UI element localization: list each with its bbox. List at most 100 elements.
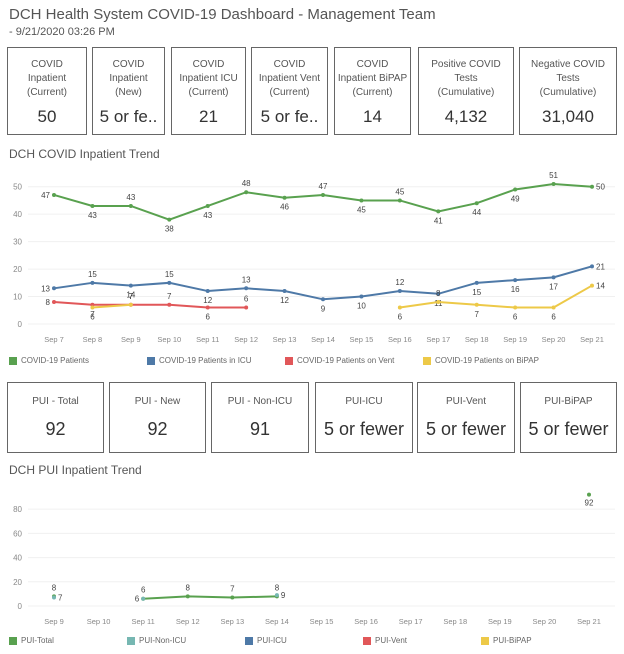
pui-kpi-card: PUI - Non-ICU 91 bbox=[211, 382, 309, 453]
legend-item[interactable]: COVID-19 Patients on Vent bbox=[285, 356, 423, 365]
data-label: 45 bbox=[395, 187, 404, 196]
data-point bbox=[436, 300, 441, 305]
kpi-card: Positive COVID Tests (Cumulative) 4,132 bbox=[418, 47, 514, 135]
covid-trend-title: DCH COVID Inpatient Trend bbox=[9, 147, 160, 161]
data-label: 14 bbox=[126, 291, 135, 300]
x-tick-label: Sep 11 bbox=[196, 335, 219, 344]
data-label: 8 bbox=[436, 289, 441, 298]
data-label: 47 bbox=[41, 191, 50, 200]
kpi-value: 21 bbox=[199, 107, 218, 126]
data-label: 12 bbox=[280, 296, 289, 305]
legend-label: PUI-Non-ICU bbox=[139, 636, 187, 645]
data-label: 15 bbox=[165, 270, 174, 279]
pui-kpi-card: PUI-Vent 5 or fewer bbox=[417, 382, 515, 453]
pui-kpi-value: 92 bbox=[147, 419, 168, 439]
kpi-label: Positive COVID Tests (Cumulative) bbox=[431, 59, 501, 98]
legend-label: COVID-19 Patients on BiPAP bbox=[435, 356, 539, 365]
data-point bbox=[551, 305, 556, 310]
data-point bbox=[52, 595, 56, 600]
pui-kpi-label: PUI-Vent bbox=[445, 396, 487, 407]
data-point bbox=[90, 280, 95, 285]
pui-kpi-value: 91 bbox=[249, 419, 271, 439]
y-tick-label: 20 bbox=[13, 578, 22, 587]
series-line bbox=[143, 595, 277, 600]
data-label: 9 bbox=[321, 304, 326, 313]
pui-kpi-value: 5 or fewer bbox=[425, 419, 507, 439]
data-point bbox=[321, 297, 325, 302]
data-point bbox=[274, 593, 279, 598]
data-label: 6 bbox=[141, 586, 146, 595]
pui-kpi-card: PUI - Total 92 bbox=[7, 382, 104, 453]
kpi-card: COVID Inpatient (New) 5 or fe.. bbox=[92, 47, 165, 135]
x-tick-label: Sep 10 bbox=[157, 335, 181, 344]
data-label: 48 bbox=[242, 179, 251, 188]
kpi-value: 50 bbox=[37, 107, 57, 126]
data-point bbox=[185, 594, 190, 599]
legend-item[interactable]: COVID-19 Patients in ICU bbox=[147, 356, 285, 365]
data-label: 51 bbox=[549, 171, 558, 180]
data-label: 43 bbox=[126, 193, 135, 202]
data-label: 17 bbox=[549, 282, 558, 291]
data-label: 50 bbox=[596, 183, 605, 192]
data-label: 15 bbox=[88, 270, 97, 279]
x-tick-label: Sep 18 bbox=[465, 335, 489, 344]
data-point bbox=[321, 192, 325, 197]
x-tick-label: Sep 13 bbox=[273, 335, 297, 344]
data-point bbox=[205, 305, 210, 310]
legend-swatch bbox=[363, 636, 371, 645]
data-point bbox=[244, 286, 249, 291]
data-label: 8 bbox=[186, 583, 191, 592]
data-label: 7 bbox=[230, 585, 235, 594]
kpi-card: COVID Inpatient Vent (Current) 5 or fe.. bbox=[251, 47, 328, 135]
covid-trend-legend: COVID-19 Patients COVID-19 Patients in IC… bbox=[9, 356, 561, 365]
pui-kpi-value: 5 or fewer bbox=[323, 419, 405, 439]
x-tick-label: Sep 9 bbox=[121, 335, 141, 344]
pui-trend-title: DCH PUI Inpatient Trend bbox=[9, 463, 142, 477]
kpi-label: COVID Inpatient (New) bbox=[109, 59, 148, 98]
data-point bbox=[436, 209, 441, 214]
data-point bbox=[205, 289, 210, 294]
data-point bbox=[513, 278, 518, 283]
legend-item[interactable]: COVID-19 Patients on BiPAP bbox=[423, 356, 561, 365]
data-point bbox=[205, 203, 210, 208]
y-tick-label: 40 bbox=[13, 554, 22, 563]
legend-item[interactable]: COVID-19 Patients bbox=[9, 356, 147, 365]
pui-kpi-card: PUI-ICU 5 or fewer bbox=[315, 382, 413, 453]
y-tick-label: 60 bbox=[13, 529, 22, 538]
data-point bbox=[359, 294, 364, 299]
legend-item[interactable]: PUI-Non-ICU bbox=[127, 636, 245, 645]
y-tick-label: 80 bbox=[13, 505, 22, 514]
data-label: 38 bbox=[165, 225, 174, 234]
data-point bbox=[167, 217, 172, 222]
y-tick-label: 0 bbox=[18, 320, 23, 329]
data-label: 12 bbox=[203, 296, 212, 305]
legend-item[interactable]: PUI-Vent bbox=[363, 636, 481, 645]
x-tick-label: Sep 11 bbox=[132, 617, 155, 626]
x-tick-label: Sep 17 bbox=[426, 335, 450, 344]
legend-label: COVID-19 Patients bbox=[21, 356, 90, 365]
legend-label: PUI-Total bbox=[21, 636, 54, 645]
legend-item[interactable]: PUI-ICU bbox=[245, 636, 363, 645]
x-tick-label: Sep 15 bbox=[350, 335, 374, 344]
data-point bbox=[128, 283, 133, 288]
data-label: 8 bbox=[46, 298, 51, 307]
legend-label: COVID-19 Patients in ICU bbox=[159, 356, 252, 365]
data-point bbox=[359, 198, 364, 203]
legend-swatch bbox=[9, 356, 17, 365]
x-tick-label: Sep 10 bbox=[87, 617, 111, 626]
x-tick-label: Sep 17 bbox=[399, 617, 423, 626]
legend-item[interactable]: PUI-Total bbox=[9, 636, 127, 645]
data-point bbox=[590, 184, 594, 189]
y-tick-label: 0 bbox=[18, 602, 23, 611]
data-point bbox=[397, 198, 402, 203]
legend-label: PUI-BiPAP bbox=[493, 636, 532, 645]
kpi-value: 14 bbox=[363, 107, 382, 126]
kpi-label: COVID Inpatient BiPAP (Current) bbox=[337, 59, 408, 98]
series-line bbox=[92, 303, 131, 309]
data-label: 6 bbox=[90, 313, 95, 322]
data-point bbox=[128, 203, 133, 208]
legend-item[interactable]: PUI-BiPAP bbox=[481, 636, 599, 645]
data-point bbox=[551, 275, 556, 280]
pui-inpatient-trend-chart: 0 20 40 60 80 Sep 9 Sep 10 Sep 11 Sep 12 Sep 13 Se… bbox=[13, 492, 615, 626]
legend-swatch bbox=[9, 636, 17, 645]
